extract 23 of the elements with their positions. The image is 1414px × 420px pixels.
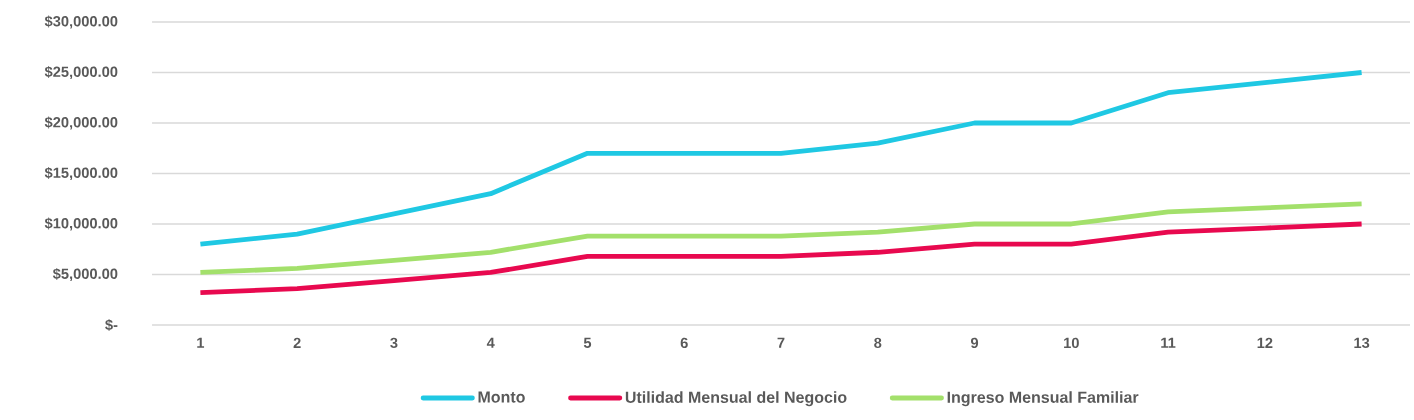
x-tick-label: 4 [486, 337, 495, 348]
x-tick-label: 6 [680, 337, 688, 349]
x-tick-label: 10 [1064, 337, 1079, 349]
y-tick-label: $10,000.00 [44, 217, 118, 231]
x-tick-label: 3 [390, 337, 398, 349]
y-tick-label: $5,000.00 [52, 267, 118, 282]
x-tick-label: 8 [874, 337, 882, 349]
legend-label: Monto [478, 391, 525, 403]
x-tick-label: 9 [970, 337, 979, 349]
y-tick-label: $25,000.00 [44, 65, 118, 80]
y-tick-label: $30,000.00 [44, 15, 118, 29]
y-tick-label: $15,000.00 [44, 166, 118, 181]
x-tick-label: 2 [293, 337, 301, 348]
x-tick-label: 12 [1257, 337, 1273, 348]
x-tick-label: 7 [777, 337, 785, 348]
x-tick-label: 11 [1161, 337, 1176, 348]
legend-label: Ingreso Mensual Familiar [947, 391, 1139, 407]
y-tick-label: $- [105, 319, 118, 331]
x-tick-label: 1 [197, 337, 205, 348]
x-tick-label: 5 [583, 337, 592, 348]
y-tick-label: $20,000.00 [44, 116, 118, 130]
legend-label: Utilidad Mensual del Negocio [625, 391, 847, 407]
x-tick-label: 13 [1354, 337, 1370, 349]
